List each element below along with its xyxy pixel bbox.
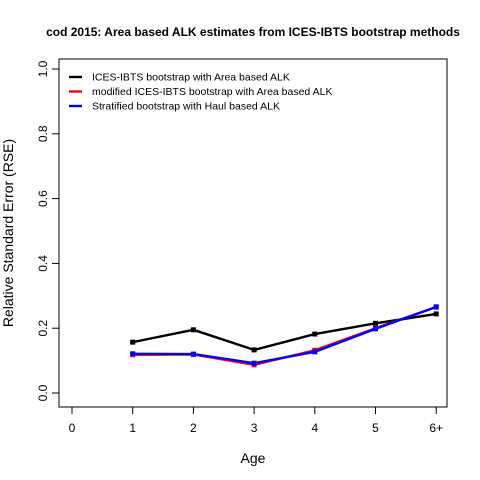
x-tick-label: 0 xyxy=(69,421,76,435)
x-axis: 0 1 2 3 4 5 6+ xyxy=(69,406,443,435)
x-tick-label: 1 xyxy=(129,421,136,435)
data-point xyxy=(312,349,318,355)
y-axis-label: Relative Standard Error (RSE) xyxy=(0,139,16,327)
data-point xyxy=(130,339,136,345)
data-point xyxy=(373,320,378,326)
chart-title: cod 2015: Area based ALK estimates from … xyxy=(46,25,460,39)
data-point xyxy=(251,360,257,366)
x-tick-label: 3 xyxy=(251,421,258,435)
legend-entry: Stratified bootstrap with Haul based ALK xyxy=(92,101,280,113)
y-tick-label: 0.6 xyxy=(36,190,50,207)
y-axis: 0.0 0.2 0.4 0.6 0.8 1.0 xyxy=(36,60,60,401)
series-line-2 xyxy=(132,306,437,367)
series-line-3 xyxy=(132,305,437,365)
legend-entry: modified ICES-IBTS bootstrap with Area b… xyxy=(92,86,332,98)
data-point xyxy=(130,351,136,357)
x-tick-label: 5 xyxy=(372,421,379,435)
y-tick-label: 0.4 xyxy=(36,255,50,272)
y-tick-label: 0.8 xyxy=(36,125,50,142)
legend: ICES-IBTS bootstrap with Area based ALK m… xyxy=(69,72,332,113)
x-axis-label: Age xyxy=(241,450,266,466)
y-tick-label: 0.2 xyxy=(36,320,50,337)
y-tick-label: 1.0 xyxy=(36,60,50,77)
legend-entry: ICES-IBTS bootstrap with Area based ALK xyxy=(92,72,290,84)
data-point xyxy=(433,311,439,317)
data-point xyxy=(190,351,196,357)
data-point xyxy=(312,331,318,337)
y-tick-label: 0.0 xyxy=(36,384,50,401)
x-tick-label: 4 xyxy=(311,421,318,435)
data-point xyxy=(251,347,257,353)
data-point xyxy=(433,304,439,310)
series-line-1 xyxy=(132,312,437,352)
x-tick-label: 2 xyxy=(190,421,197,435)
x-tick-label: 6+ xyxy=(429,421,443,435)
series-group xyxy=(130,304,439,368)
data-point xyxy=(190,327,196,333)
data-point xyxy=(373,326,378,332)
